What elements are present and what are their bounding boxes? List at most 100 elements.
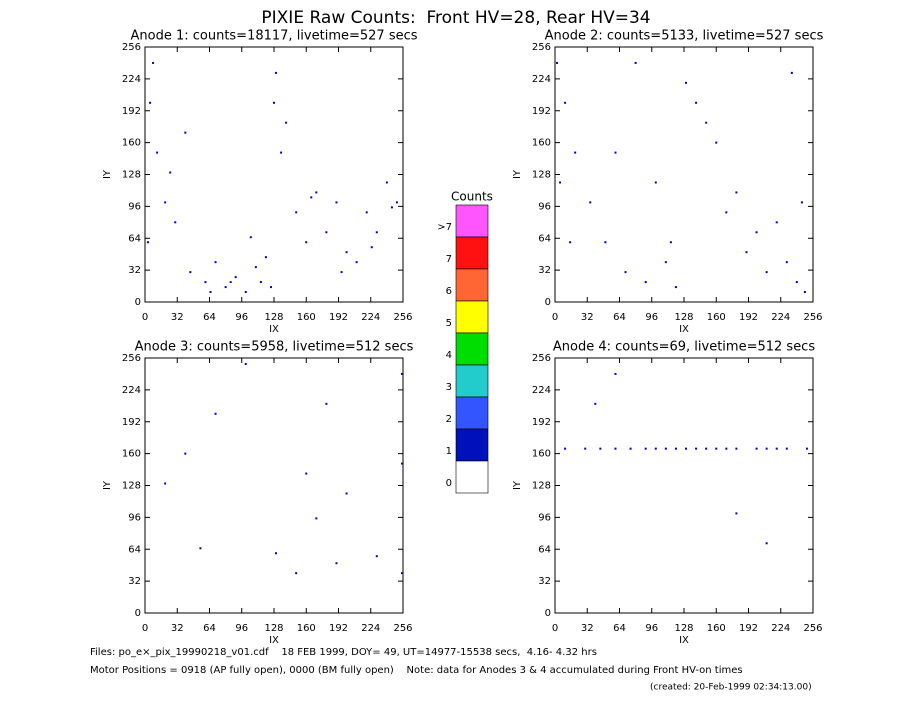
x-tick-label: 0 xyxy=(552,623,558,634)
y-tick-label: 64 xyxy=(538,233,551,244)
plot-frame xyxy=(554,46,814,303)
count-dot xyxy=(224,286,227,289)
x-tick-label: 192 xyxy=(329,312,348,323)
count-dot xyxy=(295,572,298,575)
y-tick-label: 224 xyxy=(122,385,141,396)
plot-frame xyxy=(144,357,404,614)
count-dot xyxy=(345,251,348,254)
count-dot xyxy=(400,462,403,465)
y-tick-label: 0 xyxy=(135,608,141,619)
y-tick-label: 32 xyxy=(128,576,141,587)
x-tick-label: 256 xyxy=(393,623,412,634)
count-dot xyxy=(765,447,768,450)
x-tick-label: 128 xyxy=(674,623,693,634)
count-dot xyxy=(370,246,373,249)
x-tick-label: 224 xyxy=(361,312,380,323)
x-tick-label: 224 xyxy=(771,312,790,323)
count-dot xyxy=(564,101,567,104)
count-dot xyxy=(790,71,793,74)
y-tick-label: 128 xyxy=(122,170,141,181)
y-tick-label: 96 xyxy=(538,201,551,212)
x-tick-label: 32 xyxy=(581,623,594,634)
count-dot xyxy=(335,201,338,204)
y-tick-label: 192 xyxy=(532,106,551,117)
x-tick-label: 32 xyxy=(581,312,594,323)
x-axis-label: IX xyxy=(679,635,689,646)
x-tick-label: 192 xyxy=(739,312,758,323)
colorbar-swatch xyxy=(455,396,489,430)
count-dot xyxy=(624,271,627,274)
count-dot xyxy=(189,271,192,274)
count-dot xyxy=(685,81,688,84)
count-dot xyxy=(765,542,768,545)
count-dot xyxy=(174,221,177,224)
y-tick-label: 128 xyxy=(532,170,551,181)
count-dot xyxy=(315,191,318,194)
colorbar-swatch xyxy=(455,300,489,334)
x-tick-label: 128 xyxy=(264,623,283,634)
x-tick-label: 256 xyxy=(803,312,822,323)
x-tick-label: 96 xyxy=(645,312,658,323)
count-dot xyxy=(654,181,657,184)
colorbar-swatch xyxy=(455,364,489,398)
count-dot xyxy=(209,291,212,294)
count-dot xyxy=(669,241,672,244)
y-axis-label: IY xyxy=(512,169,523,179)
y-tick-label: 0 xyxy=(545,608,551,619)
count-dot xyxy=(156,151,159,154)
x-tick-label: 96 xyxy=(235,623,248,634)
y-tick-label: 192 xyxy=(122,106,141,117)
x-tick-label: 128 xyxy=(674,312,693,323)
y-tick-label: 256 xyxy=(532,42,551,53)
y-tick-label: 256 xyxy=(122,42,141,53)
count-dot xyxy=(755,447,758,450)
count-dot xyxy=(234,276,237,279)
count-dot xyxy=(785,447,788,450)
colorbar-label: 4 xyxy=(446,350,452,361)
x-tick-label: 160 xyxy=(297,312,316,323)
colorbar-label: 3 xyxy=(446,382,452,393)
count-dot xyxy=(375,555,378,558)
count-dot xyxy=(695,447,698,450)
count-dot xyxy=(199,547,202,550)
colorbar-label: 7 xyxy=(446,254,452,265)
x-tick-label: 256 xyxy=(803,623,822,634)
x-tick-label: 160 xyxy=(707,623,726,634)
colorbar-swatch xyxy=(455,460,489,494)
y-tick-label: 32 xyxy=(538,265,551,276)
count-dot xyxy=(254,266,257,269)
count-dot xyxy=(385,181,388,184)
count-dot xyxy=(775,221,778,224)
count-dot xyxy=(664,261,667,264)
y-tick-label: 32 xyxy=(128,265,141,276)
count-dot xyxy=(735,191,738,194)
x-tick-label: 64 xyxy=(613,623,626,634)
x-axis-label: IX xyxy=(679,324,689,335)
count-dot xyxy=(664,447,667,450)
count-dot xyxy=(147,241,150,244)
colorbar-title: Counts xyxy=(451,190,493,204)
count-dot xyxy=(295,211,298,214)
count-dot xyxy=(355,261,358,264)
page-title: PIXIE Raw Counts: Front HV=28, Rear HV=3… xyxy=(261,8,650,28)
colorbar-swatch xyxy=(455,428,489,462)
y-tick-label: 224 xyxy=(532,385,551,396)
x-tick-label: 0 xyxy=(552,312,558,323)
count-dot xyxy=(325,231,328,234)
count-dot xyxy=(785,261,788,264)
count-dot xyxy=(184,131,187,134)
x-tick-label: 96 xyxy=(235,312,248,323)
y-axis-label: IY xyxy=(512,480,523,490)
x-tick-label: 160 xyxy=(297,623,316,634)
y-tick-label: 160 xyxy=(532,138,551,149)
count-dot xyxy=(705,121,708,124)
x-tick-label: 224 xyxy=(771,623,790,634)
count-dot xyxy=(569,241,572,244)
count-dot xyxy=(285,121,288,124)
count-dot xyxy=(735,512,738,515)
count-dot xyxy=(574,151,577,154)
y-tick-label: 192 xyxy=(532,417,551,428)
y-tick-label: 256 xyxy=(532,353,551,364)
count-dot xyxy=(310,196,313,199)
count-dot xyxy=(229,281,232,284)
